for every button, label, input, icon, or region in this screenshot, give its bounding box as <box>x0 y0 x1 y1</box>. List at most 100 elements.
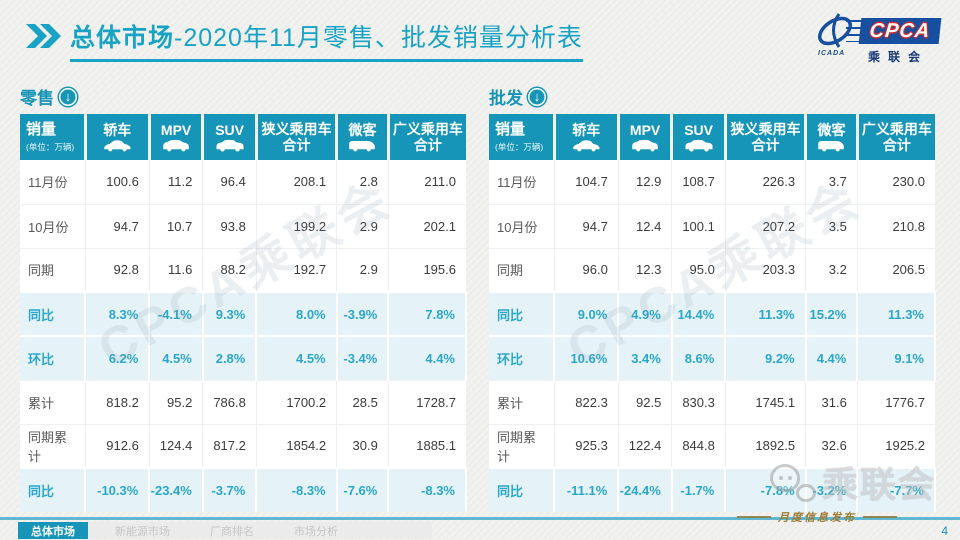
footer-tab[interactable]: 市场分析 <box>294 525 338 538</box>
table-cell: 230.0 <box>857 160 935 204</box>
table-cell: 1854.2 <box>256 423 338 468</box>
slide-header: 总体市场-2020年11月零售、批发销量分析表 ICADA CPCA 乘联会 <box>26 13 942 72</box>
table-cell: 11.3% <box>725 291 807 336</box>
table-cell: 199.2 <box>256 203 338 248</box>
table-cell: -11.1% <box>554 467 620 512</box>
table-cell: 95.2 <box>149 379 204 424</box>
logo-stripes <box>846 20 862 42</box>
table-row: 同比 9.0% 4.9% 14.4% 11.3% 15.2% 11.3% <box>489 291 936 336</box>
table-cell: 124.4 <box>149 423 204 468</box>
table-cell: -1.7% <box>671 467 727 512</box>
table-cell: 14.4% <box>671 291 727 336</box>
table-cell: 94.7 <box>85 203 150 248</box>
table-cell: 3.4% <box>618 335 673 380</box>
column-header: MPV <box>618 114 674 160</box>
title-secondary: -2020年11月零售、批发销量分析表 <box>174 24 583 52</box>
table-cell: 207.2 <box>725 203 807 248</box>
table-cell: 9.2% <box>725 335 807 380</box>
footer-tab[interactable]: 新能源市场 <box>115 525 170 538</box>
table-cell: 15.2% <box>805 291 859 336</box>
column-header: MPV <box>149 114 205 160</box>
footer-tab[interactable]: 总体市场 <box>18 522 88 539</box>
column-header: 狭义乘用车合计 <box>725 114 808 160</box>
table-cell: 925.3 <box>554 423 619 468</box>
table-cell: 12.3 <box>618 247 673 292</box>
table-cell: 2.8% <box>202 335 258 380</box>
column-header: 狭义乘用车合计 <box>256 114 339 160</box>
table-cell: -3.2% <box>805 467 859 512</box>
column-header: SUV <box>671 114 727 160</box>
row-label: 同期 <box>489 247 555 292</box>
footer-divider <box>0 517 960 520</box>
table-cell: 6.2% <box>85 335 151 380</box>
table-cell: 94.7 <box>554 203 619 248</box>
table-cell: 208.1 <box>256 160 338 204</box>
table-cell: 203.3 <box>725 247 807 292</box>
page-number: 4 <box>941 524 948 538</box>
retail-label: 零售 ↓ <box>20 84 467 109</box>
table-cell: 122.4 <box>618 423 673 468</box>
table-row: 同期累计 912.6 124.4 817.2 1854.2 30.9 1885.1 <box>20 423 466 468</box>
table-cell: 92.5 <box>618 379 673 424</box>
table-cell: 11.6 <box>149 247 204 292</box>
row-label: 同期 <box>20 247 86 292</box>
table-row: 同期 96.0 12.3 95.0 203.3 3.2 206.5 <box>489 247 935 292</box>
table-cell: 2.8 <box>336 160 389 204</box>
sedan-icon <box>556 139 617 152</box>
table-row: 同比 -10.3% -23.4% -3.7% -8.3% -7.6% -8.3% <box>20 467 467 512</box>
column-header-sales: 销量 (单位：万辆) <box>489 114 556 160</box>
table-cell: 8.3% <box>85 291 151 336</box>
row-label: 累计 <box>20 379 86 424</box>
table-cell: -7.7% <box>857 467 936 512</box>
retail-label-text: 零售 <box>20 89 54 108</box>
row-label: 环比 <box>489 335 556 380</box>
chevrons-icon <box>26 24 62 53</box>
table-cell: 32.6 <box>805 423 858 468</box>
table-cell: 88.2 <box>202 247 257 292</box>
column-header: 微客 <box>336 114 390 160</box>
row-label: 同比 <box>489 291 556 336</box>
table-cell: 10.7 <box>149 203 204 248</box>
table-cell: 9.0% <box>554 291 620 336</box>
table-cell: 1728.7 <box>388 379 466 424</box>
logo-icada-text: ICADA <box>818 50 846 57</box>
table-cell: -24.4% <box>618 467 673 512</box>
table-cell: 3.5 <box>805 203 858 248</box>
table-cell: 1925.2 <box>857 423 935 468</box>
table-row: 11月份 100.6 11.2 96.4 208.1 2.8 211.0 <box>20 160 466 204</box>
cpca-wordmark-text: CPCA <box>868 19 932 42</box>
table-cell: 11.2 <box>149 160 204 204</box>
table-cell: 9.3% <box>202 291 258 336</box>
table-row: 11月份 104.7 12.9 108.7 226.3 3.7 230.0 <box>489 160 935 204</box>
table-cell: 96.4 <box>202 160 257 204</box>
table-cell: 844.8 <box>671 423 726 468</box>
table-row: 10月份 94.7 10.7 93.8 199.2 2.9 202.1 <box>20 203 466 248</box>
column-header: SUV <box>202 114 258 160</box>
table-cell: 3.2 <box>805 247 858 292</box>
table-cell: 1700.2 <box>256 379 338 424</box>
cpca-logo: ICADA CPCA 乘联会 <box>814 10 942 64</box>
table-cell: -10.3% <box>85 467 151 512</box>
suv-icon <box>673 139 724 152</box>
table-cell: 1885.1 <box>388 423 466 468</box>
sedan-icon <box>87 139 148 152</box>
table-cell: -7.6% <box>336 467 390 512</box>
down-arrow-circle-icon: ↓ <box>59 87 77 106</box>
column-header: 广义乘用车合计 <box>388 114 466 160</box>
table-cell: -3.7% <box>202 467 258 512</box>
row-label: 11月份 <box>489 160 555 204</box>
table-cell: -7.8% <box>725 467 807 512</box>
table-cell: 31.6 <box>805 379 858 424</box>
mpv-icon <box>151 139 202 152</box>
table-cell: 3.7 <box>805 160 858 204</box>
table-cell: 12.4 <box>618 203 673 248</box>
table-cell: 1892.5 <box>725 423 807 468</box>
footer-tab[interactable]: 厂商排名 <box>210 525 254 538</box>
table-cell: 202.1 <box>388 203 466 248</box>
wholesale-table: 销量 (单位：万辆) 轿车 MPV SUV 狭义乘用车合计 微客 广义乘用车合计 11月份 104… <box>489 114 936 512</box>
row-label: 累计 <box>489 379 555 424</box>
table-cell: 4.5% <box>149 335 204 380</box>
table-cell: 195.6 <box>388 247 466 292</box>
van-icon <box>338 139 387 152</box>
